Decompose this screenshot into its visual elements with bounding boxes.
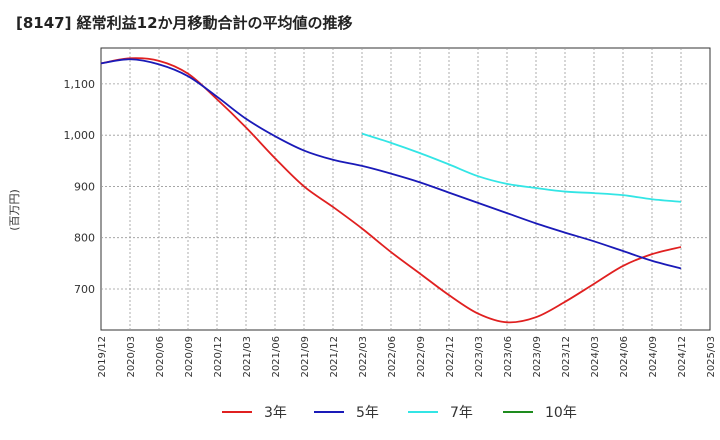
x-tick-label: 2023/03 [474,336,485,378]
y-tick-label: 1,100 [64,78,96,91]
y-tick-label: 700 [74,283,95,296]
x-tick-label: 2022/06 [387,336,398,378]
x-tick-label: 2022/09 [416,336,427,378]
legend-label-2: 7年 [450,405,473,421]
legend-label-0: 3年 [264,405,287,421]
x-tick-label: 2022/12 [445,336,456,378]
series-line-1 [100,58,682,270]
x-tick-label: 2024/03 [590,336,601,378]
x-tick-label: 2024/06 [619,336,630,378]
x-tick-label: 2023/06 [503,336,514,378]
x-tick-label: 2023/12 [561,336,572,378]
x-tick-label: 2020/03 [126,336,137,378]
x-tick-label: 2022/03 [358,336,369,378]
series-line-0 [100,57,682,324]
x-tick-label: 2021/03 [242,336,253,378]
plot-area [100,47,711,331]
x-tick-label: 2020/09 [184,336,195,378]
series-line-2 [361,132,682,203]
y-tick-label: 1,000 [64,129,96,142]
x-tick-label: 2019/12 [97,336,108,378]
y-axis-label: (百万円) [8,189,21,231]
y-tick-label: 800 [74,232,95,245]
x-tick-label: 2021/09 [300,336,311,378]
x-tick-label: 2021/12 [329,336,340,378]
x-tick-label: 2024/12 [677,336,688,378]
x-tick-label: 2020/06 [155,336,166,378]
y-tick-label: 900 [74,180,95,193]
x-tick-label: 2020/12 [213,336,224,378]
x-tick-label: 2023/09 [532,336,543,378]
legend-label-3: 10年 [545,405,577,421]
x-tick-label: 2025/03 [706,336,717,378]
x-tick-label: 2024/09 [648,336,659,378]
x-tick-label: 2021/06 [271,336,282,378]
chart-title: [8147] 経常利益12か月移動合計の平均値の推移 [16,14,353,32]
legend-label-1: 5年 [356,405,379,421]
